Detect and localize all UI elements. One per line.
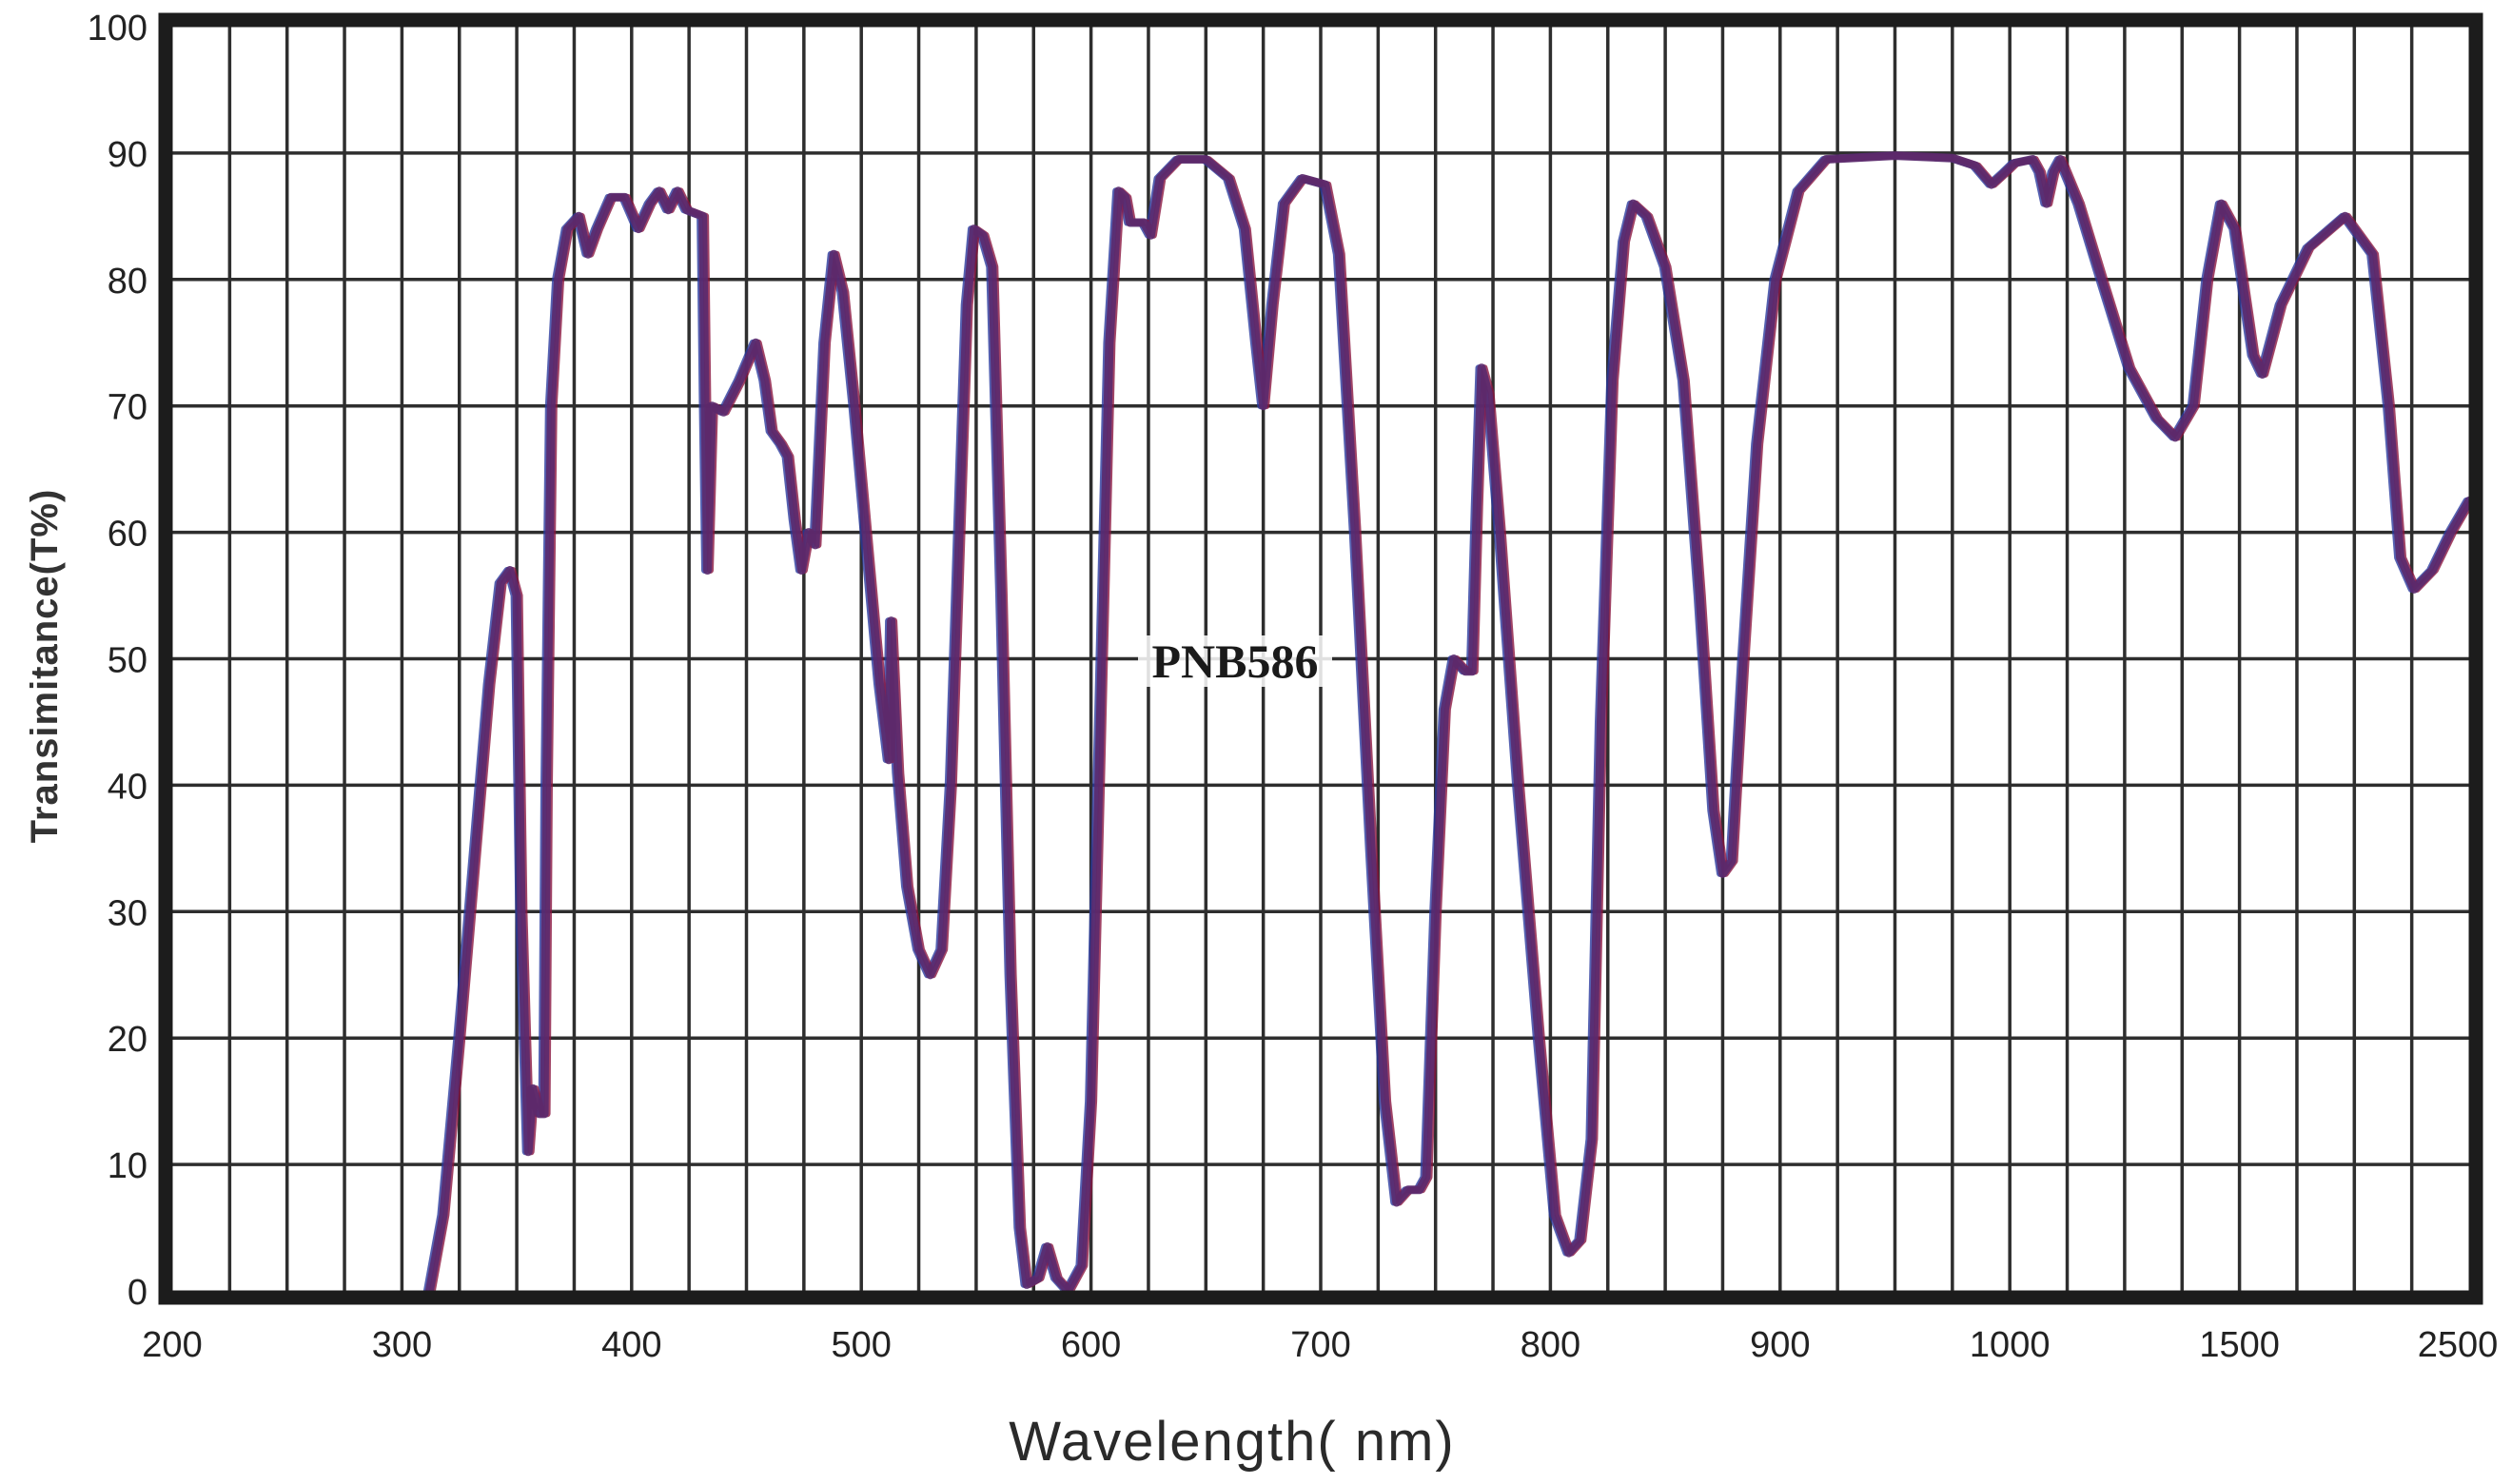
y-tick-label: 20 bbox=[108, 1020, 147, 1060]
x-tick-label: 900 bbox=[1750, 1325, 1810, 1365]
y-tick-label: 50 bbox=[108, 641, 147, 681]
x-tick-label: 600 bbox=[1061, 1325, 1121, 1365]
y-tick-label: 30 bbox=[108, 893, 147, 933]
series-line bbox=[428, 152, 2476, 1295]
y-tick-label: 70 bbox=[108, 388, 147, 428]
y-tick-label: 100 bbox=[88, 9, 147, 49]
x-tick-label: 1500 bbox=[2199, 1325, 2280, 1365]
x-axis-ticks: 200 300 400 500 600 700 800 900 1000 1500 2500 bbox=[142, 1325, 2498, 1365]
x-tick-label: 300 bbox=[372, 1325, 432, 1365]
x-tick-label: 2500 bbox=[2418, 1325, 2499, 1365]
x-axis-title: Wavelength( nm) bbox=[1009, 1411, 1455, 1473]
y-axis-ticks: 0 10 20 30 40 50 60 70 80 90 100 bbox=[88, 9, 147, 1313]
x-tick-label: 200 bbox=[142, 1325, 202, 1365]
y-tick-label: 10 bbox=[108, 1146, 147, 1186]
series-line bbox=[424, 151, 2474, 1296]
series-label-group: PNB586 bbox=[1138, 635, 1332, 688]
grid-lines bbox=[172, 27, 2469, 1291]
y-axis-title: Transimitance(T%) bbox=[24, 489, 66, 844]
x-tick-label: 1000 bbox=[1970, 1325, 2051, 1365]
plot-frame bbox=[158, 12, 2483, 1305]
series-label: PNB586 bbox=[1152, 635, 1319, 688]
y-tick-label: 40 bbox=[108, 767, 147, 807]
x-tick-label: 700 bbox=[1290, 1325, 1350, 1365]
y-tick-label: 90 bbox=[108, 135, 147, 175]
transmittance-curve bbox=[422, 151, 2476, 1296]
y-tick-label: 60 bbox=[108, 515, 147, 555]
y-tick-label: 80 bbox=[108, 262, 147, 302]
x-tick-label: 800 bbox=[1521, 1325, 1580, 1365]
x-tick-label: 400 bbox=[601, 1325, 661, 1365]
x-tick-label: 500 bbox=[831, 1325, 891, 1365]
y-tick-label: 0 bbox=[128, 1273, 147, 1313]
